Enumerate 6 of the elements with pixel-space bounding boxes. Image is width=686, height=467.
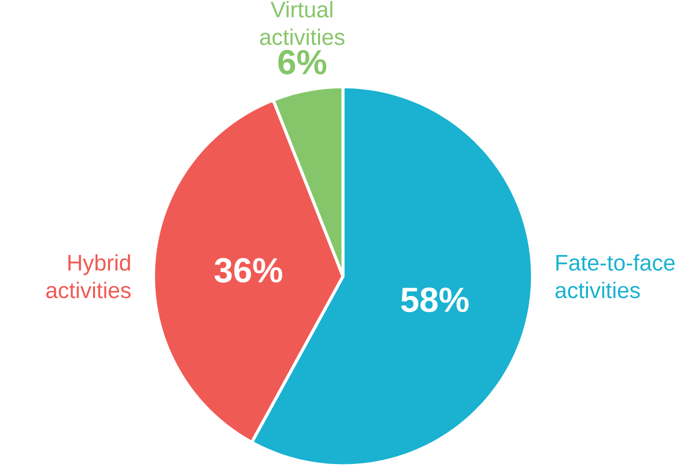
slice-label: Hybrid activities <box>46 254 131 298</box>
slice-label: Fate-to-face activities <box>556 254 675 298</box>
data-label: 36% <box>214 258 282 282</box>
data-label: 6% <box>278 50 326 74</box>
data-label: 58% <box>401 287 469 312</box>
slice-label: Virtual activities <box>260 0 344 45</box>
